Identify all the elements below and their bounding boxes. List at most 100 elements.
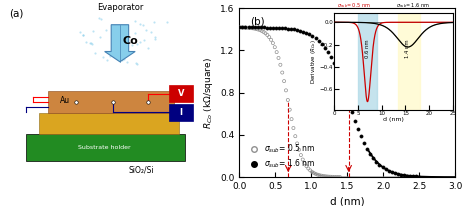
Point bbox=[315, 39, 322, 42]
Point bbox=[238, 26, 246, 29]
Point bbox=[302, 31, 310, 34]
Point bbox=[306, 169, 314, 172]
Point bbox=[260, 30, 267, 34]
Point bbox=[280, 80, 288, 83]
Polygon shape bbox=[48, 91, 174, 113]
Point bbox=[329, 175, 337, 178]
Point bbox=[336, 76, 344, 80]
Point bbox=[382, 167, 389, 171]
Point bbox=[318, 42, 326, 45]
Point bbox=[260, 26, 267, 29]
Point bbox=[312, 36, 319, 40]
Point bbox=[287, 27, 295, 31]
Point bbox=[357, 134, 365, 138]
Point bbox=[273, 50, 281, 54]
Point bbox=[278, 71, 286, 74]
Point bbox=[275, 56, 283, 60]
Point bbox=[269, 41, 277, 45]
Point bbox=[373, 160, 380, 163]
Point bbox=[348, 110, 356, 114]
Point bbox=[330, 62, 337, 65]
Point bbox=[282, 89, 290, 92]
Point bbox=[376, 163, 383, 166]
Point bbox=[325, 175, 333, 178]
Point bbox=[236, 26, 243, 29]
Point bbox=[264, 33, 271, 37]
Text: Au: Au bbox=[60, 96, 71, 105]
Point bbox=[327, 175, 335, 178]
Text: V: V bbox=[178, 89, 184, 98]
Point bbox=[412, 175, 420, 178]
Point bbox=[257, 26, 264, 29]
Point bbox=[323, 175, 331, 178]
Point bbox=[252, 27, 260, 31]
Point bbox=[397, 173, 405, 176]
Point bbox=[400, 173, 408, 177]
Point bbox=[331, 175, 338, 179]
Point bbox=[291, 28, 298, 31]
Point bbox=[284, 27, 292, 30]
Point bbox=[272, 26, 280, 29]
Point bbox=[275, 26, 283, 30]
Point bbox=[251, 26, 258, 29]
Point bbox=[300, 30, 307, 33]
Point bbox=[247, 26, 255, 30]
Point bbox=[308, 170, 316, 173]
Point bbox=[249, 27, 256, 30]
Text: I: I bbox=[180, 108, 182, 117]
Text: (a): (a) bbox=[9, 8, 23, 18]
Point bbox=[314, 173, 321, 176]
Point bbox=[241, 26, 249, 29]
Point bbox=[266, 26, 273, 29]
Point bbox=[250, 27, 258, 30]
Point bbox=[391, 171, 399, 175]
Text: Co: Co bbox=[123, 36, 139, 46]
Point bbox=[370, 156, 377, 159]
FancyArrow shape bbox=[105, 25, 135, 62]
Polygon shape bbox=[39, 113, 179, 134]
Legend: $\sigma_{sub}$= 0.5 nm, $\sigma_{sub}$= 1.6 nm: $\sigma_{sub}$= 0.5 nm, $\sigma_{sub}$= … bbox=[243, 140, 319, 173]
Point bbox=[242, 26, 249, 29]
Point bbox=[245, 26, 252, 29]
Point bbox=[237, 26, 245, 29]
Point bbox=[304, 167, 312, 170]
Point bbox=[366, 152, 374, 155]
Point bbox=[415, 175, 423, 178]
Point bbox=[286, 108, 293, 111]
Point bbox=[409, 174, 417, 178]
Point bbox=[388, 170, 395, 174]
Point bbox=[351, 119, 359, 122]
Point bbox=[312, 172, 319, 176]
Point bbox=[318, 174, 325, 177]
Point bbox=[336, 175, 344, 179]
Point bbox=[379, 165, 386, 169]
Text: SiO₂/Si: SiO₂/Si bbox=[129, 165, 155, 174]
Point bbox=[385, 169, 392, 172]
Point bbox=[316, 174, 323, 177]
Point bbox=[355, 127, 362, 130]
X-axis label: d (nm): d (nm) bbox=[330, 197, 365, 206]
Point bbox=[243, 26, 251, 29]
Point bbox=[295, 148, 303, 151]
Point bbox=[299, 158, 307, 161]
Point bbox=[277, 63, 284, 67]
Point bbox=[278, 26, 286, 30]
Point bbox=[321, 46, 328, 49]
Point bbox=[394, 172, 401, 176]
Point bbox=[319, 174, 327, 178]
Text: Substrate holder: Substrate holder bbox=[78, 145, 131, 150]
Point bbox=[293, 28, 301, 32]
Point bbox=[239, 26, 247, 29]
Point bbox=[332, 175, 340, 179]
Point bbox=[334, 175, 342, 179]
Y-axis label: $R_{Co}$ (kΩ/square): $R_{Co}$ (kΩ/square) bbox=[201, 57, 215, 129]
Point bbox=[360, 141, 368, 144]
Point bbox=[254, 28, 262, 31]
Point bbox=[267, 38, 275, 41]
Point bbox=[303, 164, 310, 168]
Point bbox=[288, 117, 295, 121]
Point bbox=[284, 98, 292, 102]
Text: (b): (b) bbox=[250, 17, 265, 27]
Point bbox=[342, 93, 350, 96]
Point bbox=[271, 46, 279, 49]
